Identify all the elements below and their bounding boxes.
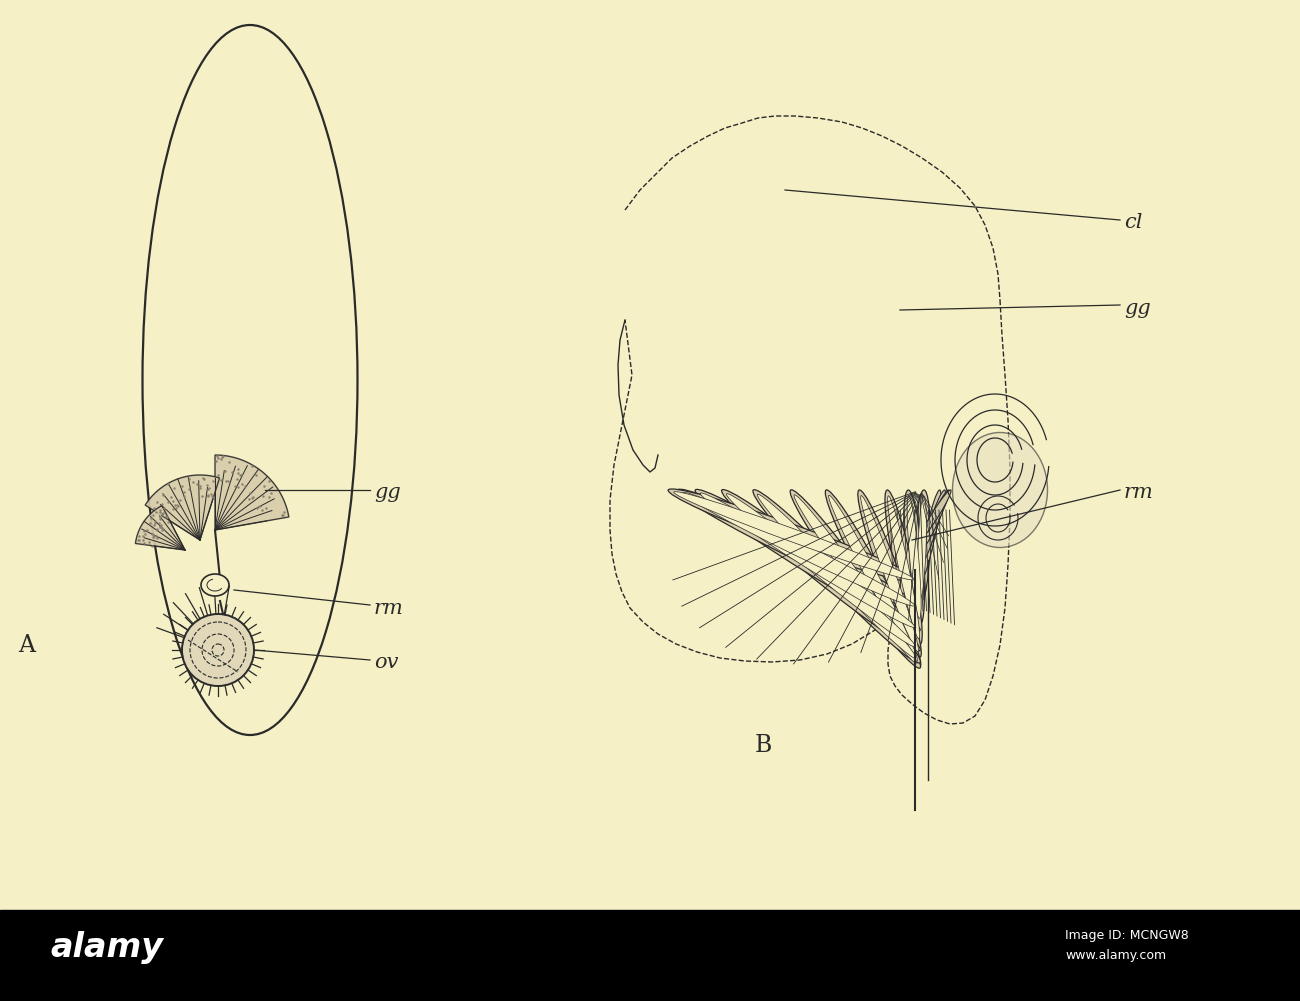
Polygon shape [214,455,289,530]
Ellipse shape [828,495,918,662]
Ellipse shape [753,489,920,663]
Ellipse shape [919,489,949,552]
Ellipse shape [668,488,920,583]
Ellipse shape [202,574,229,596]
Ellipse shape [918,496,927,599]
Text: B: B [755,734,772,757]
Polygon shape [135,506,185,550]
Ellipse shape [722,489,920,651]
Ellipse shape [682,492,915,606]
Text: Image ID: MCNGW8: Image ID: MCNGW8 [1065,930,1188,943]
Text: gg: gg [374,483,400,503]
Text: rm: rm [374,599,404,618]
Text: gg: gg [1124,298,1150,317]
Ellipse shape [907,495,922,619]
Ellipse shape [758,494,916,659]
Ellipse shape [919,489,952,540]
Ellipse shape [727,493,915,647]
Ellipse shape [861,495,918,652]
Ellipse shape [914,490,931,605]
Ellipse shape [858,489,922,658]
Ellipse shape [888,495,919,639]
Text: A: A [18,634,35,657]
Ellipse shape [919,489,945,567]
Text: alamy: alamy [49,932,162,965]
Text: cl: cl [1124,213,1143,232]
Ellipse shape [885,489,922,645]
Text: www.alamy.com: www.alamy.com [1065,950,1166,963]
Ellipse shape [826,489,920,667]
Ellipse shape [794,494,916,664]
Ellipse shape [677,489,920,610]
Ellipse shape [790,489,920,669]
Text: rm: rm [1124,483,1154,503]
Ellipse shape [919,489,941,583]
Bar [0,910,1300,1001]
Ellipse shape [903,490,924,625]
Ellipse shape [701,492,915,628]
Ellipse shape [696,489,920,631]
Polygon shape [146,475,220,540]
Text: ov: ov [374,654,398,673]
Ellipse shape [673,491,914,580]
Ellipse shape [953,432,1048,548]
Ellipse shape [182,614,254,686]
